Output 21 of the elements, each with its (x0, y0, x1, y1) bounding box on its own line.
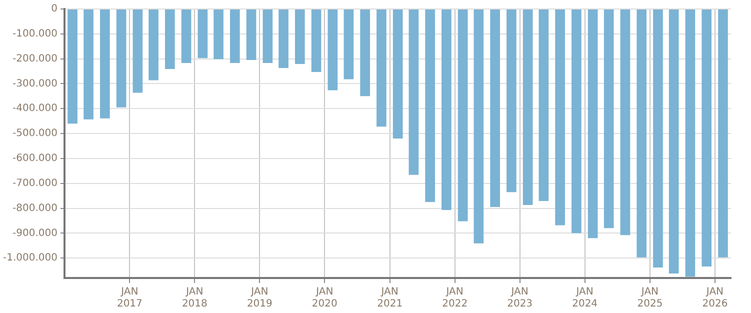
y-tick-label: 0 (51, 4, 58, 15)
x-tick-label: JAN 2021 (377, 286, 403, 310)
x-tick-label: JAN 2024 (572, 286, 598, 310)
x-tick-label: JAN 2025 (637, 286, 663, 310)
y-tick-label: -400.000 (12, 103, 58, 114)
y-tick-label: -600.000 (12, 153, 58, 164)
y-tick-label: -500.000 (12, 128, 58, 140)
x-tick-label: JAN 2023 (507, 286, 533, 310)
x-tick-label: JAN 2026 (702, 286, 728, 310)
y-tick-label: -1.000.000 (2, 252, 58, 264)
x-tick-label: JAN 2017 (116, 286, 142, 310)
y-tick-label: -900.000 (12, 228, 58, 239)
y-tick-label: -700.000 (12, 178, 58, 189)
y-tick-label: -200.000 (12, 53, 58, 64)
x-tick-label: JAN 2022 (442, 286, 468, 310)
x-tick-label: JAN 2019 (246, 286, 272, 310)
x-tick-label: JAN 2020 (312, 286, 338, 310)
y-tick-label: -300.000 (12, 78, 58, 90)
y-tick-label: -800.000 (12, 202, 58, 214)
y-tick-label: -100.000 (12, 28, 58, 40)
x-tick-label: JAN 2018 (182, 286, 208, 310)
